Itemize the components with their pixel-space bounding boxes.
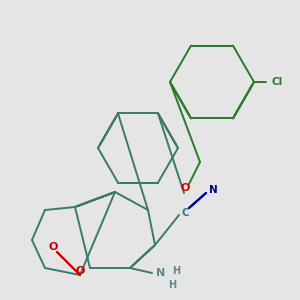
Text: N: N [209,185,218,195]
Text: H: H [168,280,176,290]
Text: O: O [76,266,85,276]
Text: O: O [180,183,190,193]
Text: C: C [181,208,189,218]
Text: O: O [48,242,58,252]
Text: N: N [156,268,165,278]
Text: H: H [172,266,180,276]
Text: Cl: Cl [272,77,283,87]
